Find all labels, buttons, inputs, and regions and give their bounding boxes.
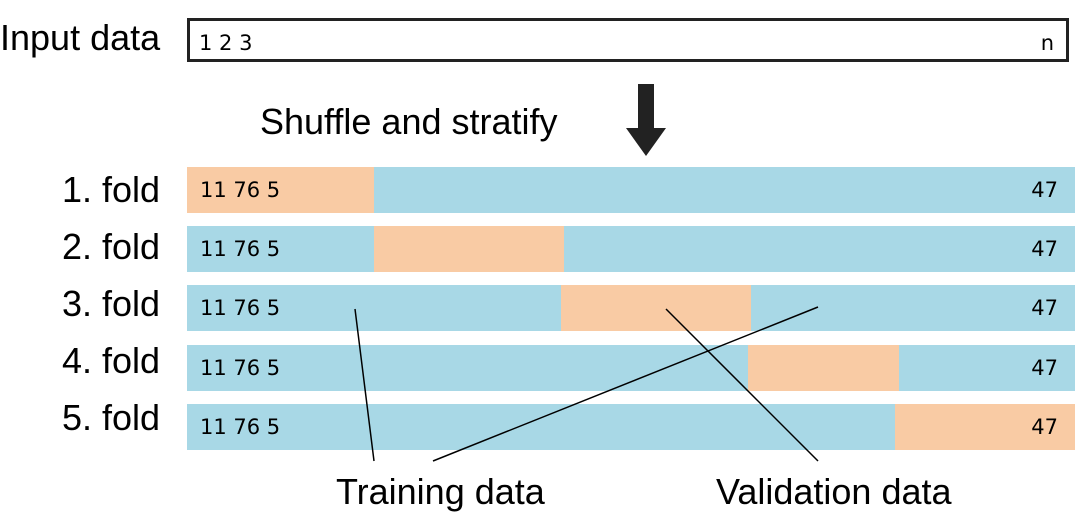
fold-start-sequence: 11 76 5: [200, 356, 281, 380]
validation-segment: [374, 226, 564, 272]
fold-start-sequence: 11 76 5: [200, 237, 281, 261]
fold-start-sequence: 11 76 5: [200, 296, 281, 320]
fold-end-sequence: 47: [1031, 178, 1058, 202]
fold-end-sequence: 47: [1031, 296, 1058, 320]
fold-end-sequence: 47: [1031, 415, 1058, 439]
input-start-sequence: 1 2 3: [199, 31, 253, 55]
fold-start-sequence: 11 76 5: [200, 415, 281, 439]
fold-label-1: 1. fold: [62, 169, 161, 210]
fold-bar-5: 11 76 5 47: [187, 404, 1075, 450]
down-arrow-icon: [626, 84, 666, 156]
fold-label-3: 3. fold: [62, 283, 161, 324]
fold-bar-4: 11 76 5 47: [187, 345, 1075, 391]
training-data-label: Training data: [336, 471, 545, 512]
fold-bar-1: 11 76 5 47: [187, 167, 1075, 213]
fold-label-4: 4. fold: [62, 340, 161, 381]
fold-end-sequence: 47: [1031, 356, 1058, 380]
fold-bar-3: 11 76 5 47: [187, 285, 1075, 331]
fold-start-sequence: 11 76 5: [200, 178, 281, 202]
fold-label-5: 5. fold: [62, 397, 161, 438]
validation-data-label: Validation data: [716, 471, 952, 512]
input-data-box: 1 2 3 n: [187, 18, 1069, 62]
fold-end-sequence: 47: [1031, 237, 1058, 261]
validation-segment: [187, 167, 374, 213]
fold-label-2: 2. fold: [62, 226, 161, 267]
input-data-label: Input data: [0, 17, 161, 58]
fold-bar-2: 11 76 5 47: [187, 226, 1075, 272]
validation-segment: [561, 285, 751, 331]
shuffle-stratify-label: Shuffle and stratify: [260, 101, 558, 142]
validation-segment: [748, 345, 899, 391]
input-end-sequence: n: [1040, 31, 1054, 55]
validation-segment: [895, 404, 1075, 450]
